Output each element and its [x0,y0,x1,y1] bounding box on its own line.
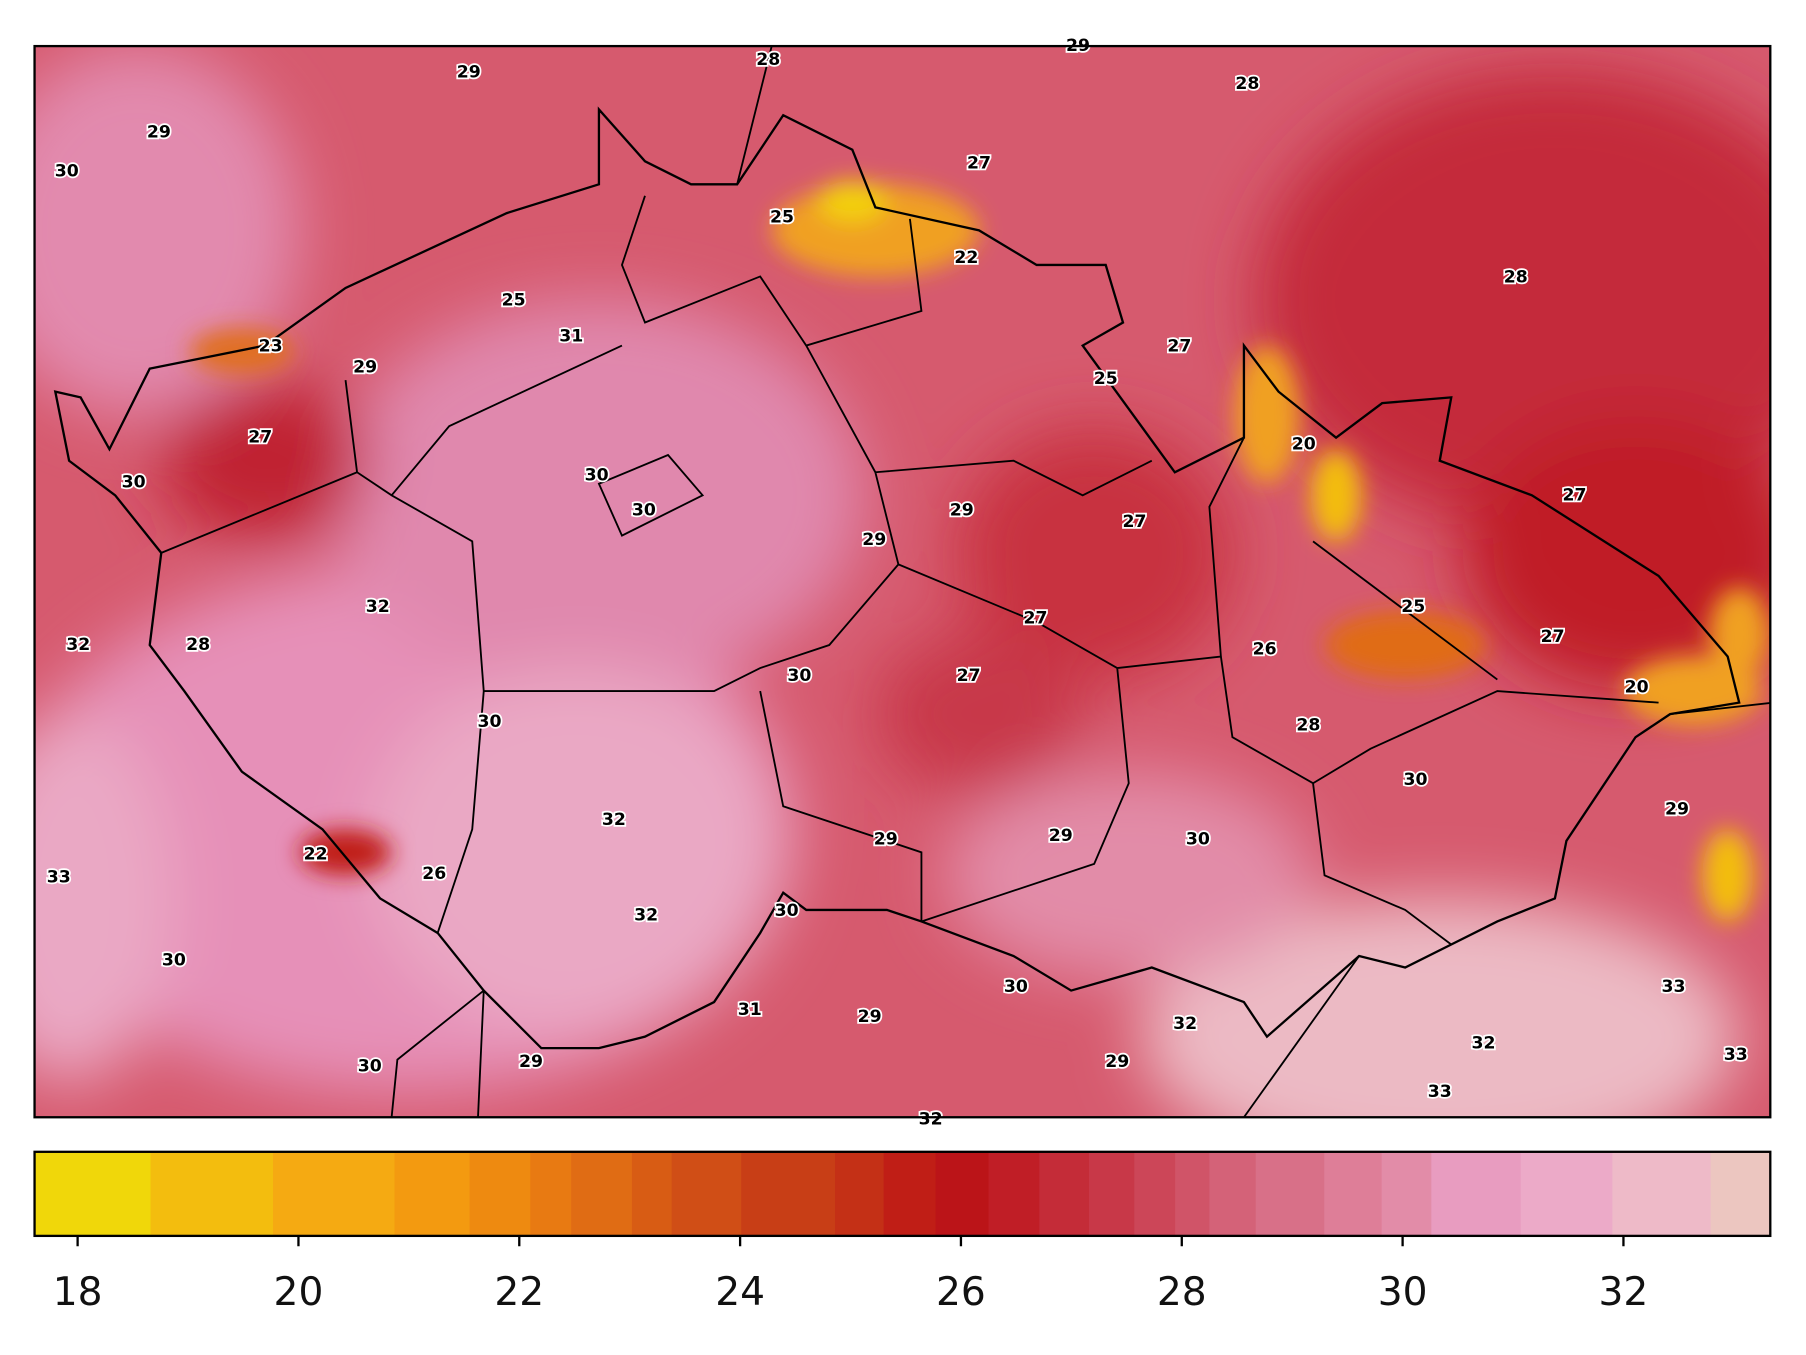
temperature-label: 33 [1662,977,1686,997]
temperature-label: 27 [1541,627,1565,647]
colorbar-segment [1255,1151,1325,1236]
colorbar-segment [1175,1151,1210,1236]
colorbar-segment [1039,1151,1090,1236]
temperature-label: 27 [248,428,272,448]
temperature-label: 29 [1105,1052,1129,1072]
colorbar-segment [1134,1151,1176,1236]
temperature-label: 30 [358,1057,382,1077]
temperature-label: 29 [519,1052,543,1072]
temperature-label: 30 [162,951,186,971]
region-borders [160,46,1771,1118]
temperature-label: 30 [787,666,811,686]
temperature-label: 32 [66,635,90,655]
temperature-label: 27 [1122,512,1146,532]
temperature-label: 31 [559,326,583,346]
temperature-label: 31 [738,1000,762,1020]
colorbar-tick-label: 22 [494,1270,544,1315]
temperature-label: 30 [632,500,656,520]
colorbar-segment [1209,1151,1257,1236]
colorbar-segment [273,1151,396,1236]
temperature-label: 22 [304,845,328,865]
temperature-label: 28 [186,635,210,655]
temperature-label: 29 [950,500,974,520]
colorbar-segment [1324,1151,1383,1236]
colorbar-segment [631,1151,673,1236]
colorbar-segment [1520,1151,1613,1236]
colorbar-segment [1431,1151,1522,1236]
temperature-label: 25 [1094,369,1118,389]
temperature-label: 29 [874,830,898,850]
colorbar-segment [988,1151,1040,1236]
temperature-label: 32 [1173,1014,1197,1034]
temperature-field [34,46,1771,1118]
temperature-label: 29 [147,122,171,142]
temperature-label: 32 [1471,1034,1495,1054]
colorbar-segment [1089,1151,1135,1236]
temperature-label: 27 [967,154,991,174]
temperature-label: 32 [366,597,390,617]
temperature-label: 30 [585,466,609,486]
temperature-label: 29 [862,530,886,550]
temperature-label: 29 [353,357,377,377]
temperature-label: 28 [1235,74,1259,94]
temperature-label: 32 [602,810,626,830]
colorbar-segment [883,1151,937,1236]
temperature-label: 27 [957,666,981,686]
colorbar-segment [741,1151,836,1236]
temperature-label: 20 [1292,435,1316,455]
colorbar-segment [150,1151,274,1236]
colorbar-tick-label: 28 [1157,1270,1207,1315]
temperature-label: 29 [858,1007,882,1027]
colorbar-frame [33,1150,1772,1238]
map-frame [33,44,1772,1119]
temperature-label: 33 [1724,1045,1748,1065]
colorbar-tick-label: 18 [53,1270,103,1315]
temperature-label: 28 [1296,716,1320,736]
temperature-label: 25 [770,208,794,228]
temperature-label: 29 [1049,826,1073,846]
temperature-label: 30 [122,473,146,493]
colorbar-segment [530,1151,572,1236]
temperature-label: 30 [55,162,79,182]
temperature-label: 30 [1004,977,1028,997]
temperature-label: 30 [1186,830,1210,850]
colorbar-segment [835,1151,885,1236]
colorbar-segment [1612,1151,1712,1236]
colorbar-segment [1381,1151,1432,1236]
temperature-label: 22 [954,248,978,268]
temperature-label: 29 [457,63,481,83]
colorbar-tick-label: 32 [1599,1270,1649,1315]
colorbar-segment [935,1151,990,1236]
temperature-label: 30 [775,901,799,921]
temperature-label: 25 [1401,597,1425,617]
temperature-label: 28 [756,50,780,70]
colorbar-segment [671,1151,742,1236]
temperature-label: 26 [422,864,446,884]
temperature-label: 23 [259,337,283,357]
temperature-label: 30 [477,712,501,732]
temperature-label: 27 [1167,337,1191,357]
temperature-label: 26 [1253,640,1277,660]
temperature-label: 25 [502,291,526,311]
temperature-label: 32 [919,1110,943,1130]
colorbar-segment [1710,1151,1771,1236]
colorbar-segment [571,1151,633,1236]
temperature-label: 30 [1404,770,1428,790]
colorbar-tick-label: 26 [936,1270,986,1315]
temperature-label: 28 [1504,268,1528,288]
temperature-label: 29 [1665,800,1689,820]
colorbar-segment [469,1151,531,1236]
colorbar-segment [34,1151,152,1236]
colorbar-tick-label: 20 [274,1270,324,1315]
colorbar-tick-label: 30 [1378,1270,1428,1315]
colorbar-tick-label: 24 [715,1270,765,1315]
colorbar-segment [394,1151,471,1236]
temperature-label: 20 [1625,678,1649,698]
temperature-label: 27 [1562,485,1586,505]
temperature-label: 27 [1023,609,1047,629]
temperature-label: 33 [47,868,71,888]
temperature-label: 32 [634,906,658,926]
temperature-label: 33 [1428,1082,1452,1102]
